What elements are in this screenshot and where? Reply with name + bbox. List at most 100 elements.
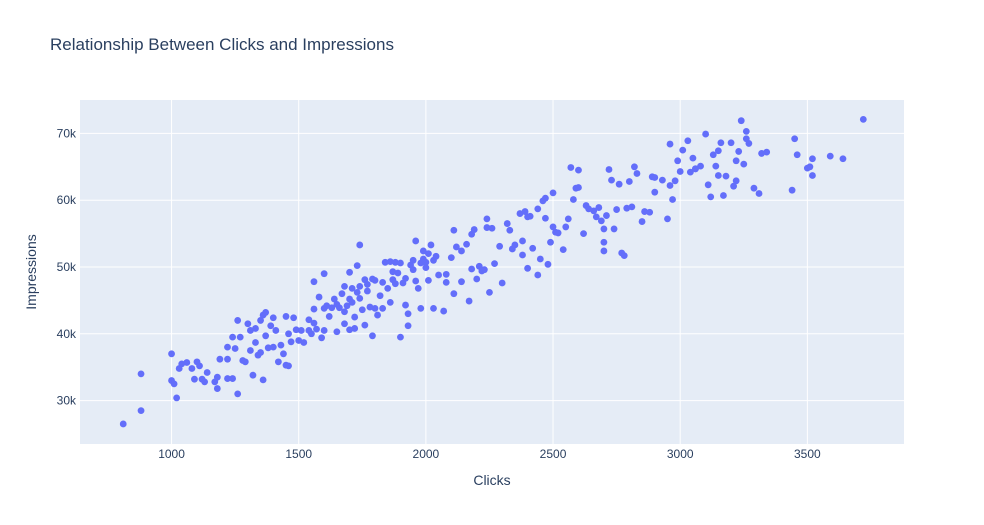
scatter-point <box>379 278 387 286</box>
scatter-point <box>363 287 371 295</box>
scatter-point <box>519 251 526 259</box>
scatter-point <box>658 176 666 184</box>
scatter-point <box>554 229 562 237</box>
scatter-point <box>356 282 364 290</box>
scatter-point <box>272 327 280 334</box>
x-axis-ticks: 1000 1500 2000 2500 3000 3500 <box>158 447 821 461</box>
scatter-point <box>625 178 633 185</box>
scatter-point <box>806 163 814 171</box>
scatter-point <box>231 345 239 352</box>
scatter-point <box>404 310 412 318</box>
scatter-point <box>427 241 435 249</box>
scatter-point <box>320 327 328 334</box>
scatter-point <box>623 204 631 212</box>
scatter-point <box>529 244 537 252</box>
scatter-point <box>542 194 549 202</box>
scatter-point <box>277 341 285 349</box>
scatter-point <box>628 203 636 211</box>
scatter-point <box>234 390 242 398</box>
scatter-point <box>669 196 676 203</box>
scatter-point <box>216 355 224 363</box>
scatter-point <box>374 311 381 319</box>
scatter-point <box>506 226 514 234</box>
scatter-point <box>498 279 506 287</box>
scatter-point <box>358 306 366 314</box>
scatter-point <box>788 186 796 194</box>
scatter-point <box>483 224 491 231</box>
scatter-point <box>585 205 593 213</box>
scatter-point <box>353 288 361 296</box>
scatter-point <box>735 148 743 155</box>
plot-background <box>80 100 904 444</box>
scatter-point <box>308 330 315 338</box>
scatter-point <box>826 152 834 160</box>
scatter-point <box>343 302 351 310</box>
scatter-point <box>651 174 659 181</box>
scatter-point <box>486 288 493 296</box>
scatter-point <box>534 271 542 279</box>
scatter-point <box>666 182 674 189</box>
scatter-point <box>224 375 231 382</box>
scatter-point <box>269 314 277 322</box>
scatter-point <box>338 290 346 298</box>
scatter-point <box>633 170 641 177</box>
scatter-point <box>839 155 847 163</box>
scatter-point <box>590 207 598 215</box>
scatter-point <box>137 370 145 378</box>
scatter-point <box>732 157 740 165</box>
scatter-point <box>394 269 402 277</box>
scatter-point <box>203 369 211 376</box>
scatter-point <box>341 320 348 328</box>
scatter-point <box>480 266 488 274</box>
scatter-point <box>381 258 389 266</box>
scatter-point <box>391 258 399 266</box>
scatter-point <box>274 358 282 366</box>
scatter-point <box>369 332 376 340</box>
scatter-point <box>285 362 292 370</box>
scatter-point <box>603 212 610 219</box>
scatter-point <box>328 304 336 312</box>
scatter-point <box>615 180 623 188</box>
scatter-point <box>575 184 582 191</box>
scatter-point <box>262 309 270 316</box>
chart-title: Relationship Between Clicks and Impressi… <box>50 35 394 54</box>
scatter-point <box>516 210 524 217</box>
scatter-point <box>709 151 717 159</box>
scatter-point <box>330 295 338 303</box>
scatter-point <box>488 224 496 232</box>
scatter-point <box>351 313 359 321</box>
scatter-point <box>519 237 526 245</box>
scatter-point <box>511 241 519 249</box>
scatter-point <box>600 238 608 246</box>
scatter-point <box>315 293 323 301</box>
scatter-point <box>422 258 430 266</box>
scatter-point <box>246 327 254 334</box>
scatter-point <box>384 284 392 292</box>
scatter-point <box>755 190 763 197</box>
scatter-point <box>188 365 196 372</box>
scatter-point <box>745 140 753 147</box>
scatter-point <box>409 256 417 264</box>
scatter-point <box>450 226 458 234</box>
scatter-point <box>137 407 145 415</box>
scatter-point <box>564 215 572 223</box>
scatter-point <box>600 247 608 255</box>
scatter-point <box>224 343 231 351</box>
scatter-point <box>224 355 231 363</box>
scatter-point <box>259 376 267 384</box>
scatter-point <box>348 284 356 292</box>
scatter-point <box>641 208 648 215</box>
scatter-point <box>435 271 442 279</box>
scatter-point <box>610 225 618 233</box>
scatter-point <box>763 148 771 156</box>
scatter-point <box>473 275 481 283</box>
scatter-point <box>542 214 549 222</box>
scatter-point <box>252 339 259 346</box>
scatter-point <box>361 321 369 329</box>
scatter-point <box>440 307 448 315</box>
scatter-point <box>491 260 498 268</box>
scatter-point <box>452 243 460 251</box>
scatter-point <box>348 298 356 306</box>
scatter-point <box>458 278 465 286</box>
scatter-point <box>356 294 364 302</box>
